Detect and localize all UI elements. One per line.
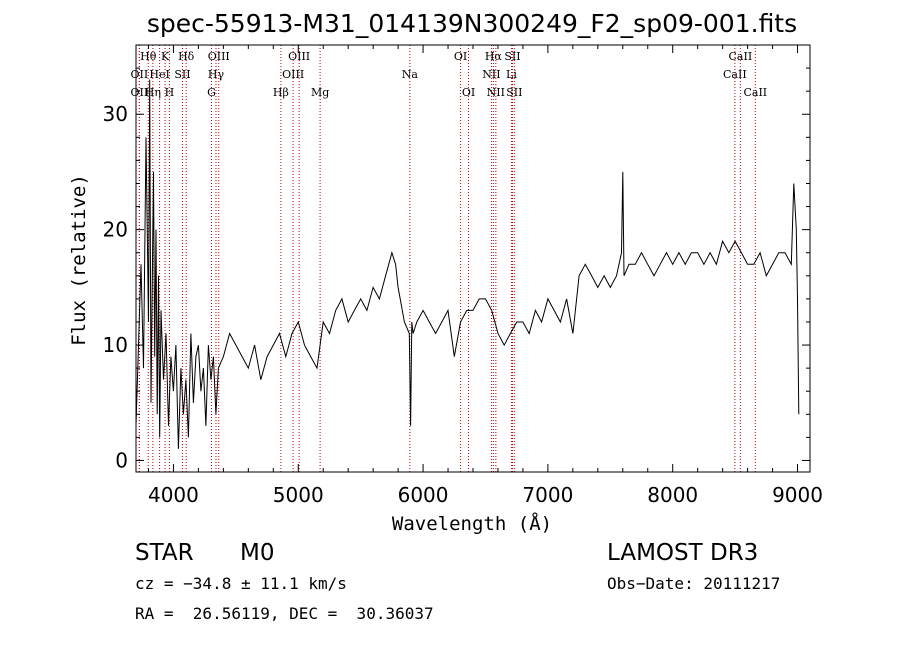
survey-name: LAMOST DR3: [607, 540, 759, 566]
line-label-caii: CaII: [729, 50, 753, 63]
line-label-oii: OII: [131, 68, 149, 81]
emission-line-labels: OII OII Hθ Hη HeI K H SII Hδ G Hγ OIII Hβ OIII OIII Mg N…: [131, 50, 768, 99]
y-axis-ticks: 0 10 20 30: [103, 67, 810, 472]
line-label-hei: HeI: [149, 68, 169, 81]
y-tick-label: 20: [103, 218, 128, 242]
line-label-k: K: [161, 50, 170, 63]
spectrum-chart: spec-55913-M31_014139N300249_F2_sp09-001…: [68, 9, 823, 535]
line-label-nii: NII: [482, 68, 500, 81]
line-label-oii: OII: [131, 86, 149, 99]
line-label-caii: CaII: [723, 68, 747, 81]
y-tick-label: 10: [103, 333, 128, 357]
line-label-oiii: OIII: [288, 50, 310, 63]
spectrum-line: [135, 79, 800, 449]
object-class: STAR: [135, 540, 194, 566]
line-label-na: Na: [402, 68, 419, 81]
line-label-sii: SII: [174, 68, 190, 81]
line-label-sii: SII: [504, 50, 520, 63]
x-tick-label: 6000: [398, 483, 449, 507]
line-label-hβ: Hβ: [273, 86, 289, 99]
x-axis-label: Wavelength (Å): [392, 512, 552, 535]
y-tick-label: 30: [103, 102, 128, 126]
redshift-velocity: cz = −34.8 ± 11.1 km/s: [135, 574, 347, 593]
plot-frame: [135, 44, 811, 473]
line-label-hα: Hα: [485, 50, 503, 63]
line-label-mg: Mg: [311, 86, 329, 99]
chart-title: spec-55913-M31_014139N300249_F2_sp09-001…: [147, 9, 797, 38]
line-label-hγ: Hγ: [208, 68, 225, 81]
x-tick-label: 8000: [647, 483, 698, 507]
x-tick-label: 7000: [522, 483, 573, 507]
x-tick-label: 5000: [273, 483, 324, 507]
line-label-nii: NII: [487, 86, 505, 99]
x-axis-ticks: 4000 5000 6000 7000 8000 9000: [147, 45, 823, 507]
x-tick-label: 9000: [772, 483, 823, 507]
line-label-caii: CaII: [743, 86, 767, 99]
coordinates: RA = 26.56119, DEC = 30.36037: [135, 604, 434, 623]
line-label-hδ: Hδ: [178, 50, 195, 63]
line-label-h: H: [165, 86, 175, 99]
line-label-oiii: OIII: [282, 68, 304, 81]
y-axis-label: Flux (relative): [68, 174, 90, 346]
observation-date: Obs−Date: 20111217: [607, 574, 781, 593]
object-subclass: M0: [240, 540, 275, 566]
line-label-oiii: OIII: [208, 50, 230, 63]
line-label-hη: Hη: [145, 86, 161, 99]
line-label-sii: SII: [506, 86, 522, 99]
line-label-hθ: Hθ: [140, 50, 157, 63]
line-label-li: Li: [506, 68, 517, 81]
y-tick-label: 0: [115, 448, 128, 472]
x-tick-label: 4000: [148, 483, 199, 507]
line-label-g: G: [207, 86, 216, 99]
line-label-oi: OI: [462, 86, 475, 99]
line-label-oi: OI: [454, 50, 467, 63]
